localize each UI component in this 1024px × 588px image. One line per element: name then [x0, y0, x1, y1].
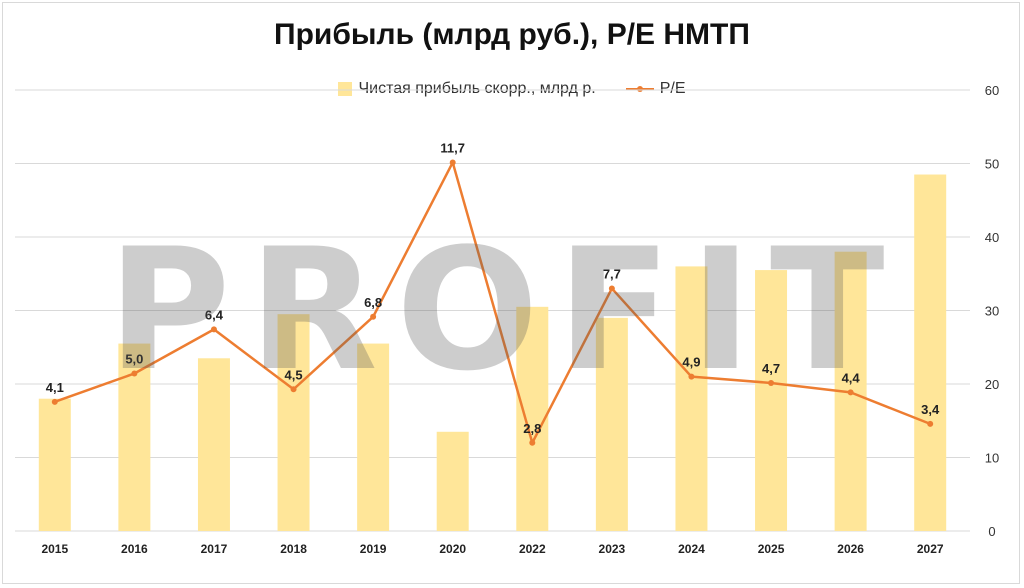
pe-data-label: 6,8	[364, 295, 382, 310]
pe-point	[529, 439, 536, 446]
x-tick-label: 2023	[599, 542, 626, 556]
legend-item-pe: P/E	[625, 80, 686, 98]
legend-swatch-profit	[338, 82, 353, 96]
x-tick-label: 2016	[121, 542, 148, 556]
pe-data-label: 4,5	[285, 367, 303, 382]
x-tick-label: 2024	[678, 542, 705, 556]
legend-swatch-pe	[625, 82, 654, 96]
legend-label-profit: Чистая прибыль скорр., млрд р.	[358, 80, 596, 97]
bar	[197, 358, 230, 531]
bar	[675, 266, 708, 531]
bar	[357, 343, 390, 531]
y-tick-label: 30	[985, 304, 999, 319]
pe-point	[847, 389, 854, 396]
pe-data-label: 5,0	[125, 352, 143, 367]
x-tick-label: 2026	[837, 542, 864, 556]
pe-point	[927, 420, 934, 427]
pe-data-label: 4,7	[762, 361, 780, 376]
pe-data-label: 2,8	[523, 421, 541, 436]
pe-data-label: 11,7	[440, 140, 465, 155]
x-tick-label: 2017	[201, 542, 228, 556]
bar	[914, 174, 947, 531]
x-tick-label: 2015	[41, 542, 68, 556]
pe-point	[290, 386, 297, 393]
legend-item-profit: Чистая прибыль скорр., млрд р.	[338, 80, 596, 98]
bar	[595, 317, 628, 531]
chart-legend: Чистая прибыль скорр., млрд р. P/E	[0, 80, 1024, 98]
x-tick-label: 2027	[917, 542, 944, 556]
x-tick-label: 2025	[758, 542, 785, 556]
bar	[436, 431, 469, 531]
y-tick-label: 40	[985, 230, 999, 245]
x-tick-label: 2018	[280, 542, 307, 556]
y-tick-label: 60	[985, 83, 999, 98]
pe-point	[370, 313, 377, 320]
legend-label-pe: P/E	[659, 80, 686, 97]
pe-point	[51, 398, 58, 405]
bar	[516, 306, 549, 531]
x-tick-label: 2020	[439, 542, 466, 556]
pe-point	[768, 379, 775, 386]
pe-point	[210, 326, 217, 333]
chart-title: Прибыль (млрд руб.), P/E НМТП	[274, 18, 750, 51]
y-tick-label: 0	[988, 524, 995, 539]
pe-data-label: 4,4	[842, 370, 861, 385]
x-tick-label: 2019	[360, 542, 387, 556]
bar	[38, 398, 71, 531]
pe-data-label: 7,7	[603, 266, 621, 281]
pe-point	[449, 159, 456, 166]
bar	[755, 270, 788, 531]
pe-data-label: 4,9	[682, 355, 700, 370]
pe-line	[54, 161, 931, 445]
pe-point	[688, 373, 695, 380]
pe-point	[608, 285, 615, 292]
bar	[277, 314, 310, 531]
pe-point	[131, 370, 138, 377]
pe-data-label: 4,1	[46, 380, 64, 395]
y-tick-label: 20	[985, 377, 999, 392]
x-tick-label: 2022	[519, 542, 546, 556]
pe-data-label: 3,4	[921, 402, 940, 417]
y-tick-label: 50	[985, 157, 999, 172]
pe-data-label: 6,4	[205, 307, 224, 322]
y-tick-label: 10	[985, 451, 999, 466]
